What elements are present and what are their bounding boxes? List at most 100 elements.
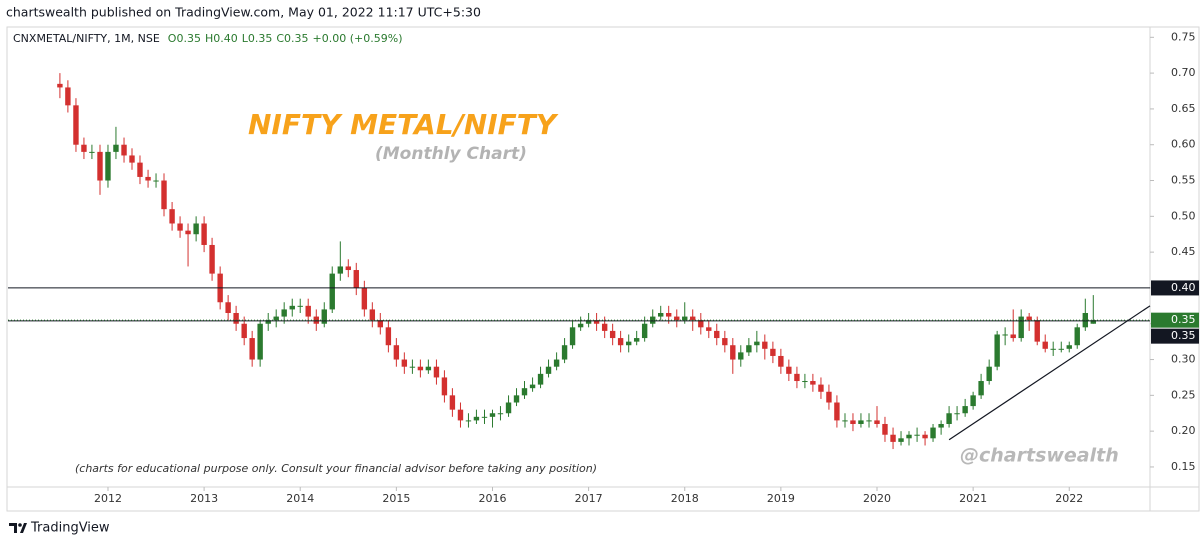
candle-body: [337, 266, 344, 274]
candle-body: [802, 381, 808, 383]
candle-body: [161, 180, 167, 210]
candle-body: [882, 423, 888, 435]
candle-body: [361, 287, 368, 310]
candle-body: [425, 366, 432, 371]
candle-body: [449, 395, 456, 410]
candle-body: [818, 384, 824, 392]
price-label: 0.35: [1171, 329, 1196, 342]
legend-close: C0.35: [276, 32, 308, 45]
candle-body: [153, 180, 159, 182]
candle-body: [73, 105, 79, 145]
x-tick-label: 2021: [959, 492, 987, 505]
candle-body: [994, 334, 1000, 367]
candle-body: [289, 305, 295, 310]
x-tick-label: 2015: [382, 492, 410, 505]
candle-body: [665, 312, 672, 317]
candle-body: [914, 434, 920, 436]
candle-body: [762, 341, 768, 349]
candle-body: [329, 273, 335, 310]
candle-body: [529, 384, 536, 389]
x-tick-label: 2013: [190, 492, 218, 505]
candle-body: [625, 341, 632, 346]
candle-body: [193, 223, 199, 235]
candle-body: [97, 151, 103, 181]
candle-body: [393, 345, 400, 360]
x-tick-label: 2016: [478, 492, 506, 505]
candle-body: [521, 388, 528, 396]
candle-body: [249, 338, 255, 360]
legend-change: +0.00 (+0.59%): [313, 32, 403, 45]
candle-body: [313, 316, 319, 324]
candle-body: [754, 341, 760, 346]
y-tick-label: 0.70: [1171, 66, 1196, 79]
candle-body: [321, 309, 327, 324]
price-label: 0.40: [1171, 281, 1196, 294]
candle-body: [577, 323, 584, 328]
candle-body: [121, 144, 127, 156]
candle-body: [962, 406, 968, 414]
candle-body: [81, 144, 87, 152]
x-tick-label: 2014: [286, 492, 314, 505]
candle-body: [1058, 348, 1064, 350]
candle-body: [433, 366, 440, 378]
candle-body: [345, 266, 351, 271]
candle-body: [561, 345, 568, 360]
candle-body: [273, 316, 279, 321]
candle-body: [850, 420, 856, 424]
candle-body: [553, 359, 560, 367]
logo-icon: [9, 523, 27, 533]
candle-body: [641, 323, 648, 339]
candle-body: [233, 312, 239, 324]
candle-body: [938, 423, 944, 428]
candle-body: [241, 323, 247, 339]
candle-body: [145, 176, 151, 181]
candles: [57, 73, 1096, 450]
y-tick-label: 0.60: [1171, 138, 1196, 151]
candle-body: [129, 155, 135, 163]
candle-body: [545, 366, 552, 374]
chart-frame: [6, 26, 1200, 512]
candle-body: [842, 420, 848, 422]
candle-body: [746, 345, 752, 353]
candle-body: [353, 270, 359, 288]
candle-body: [690, 316, 696, 321]
x-tick-label: 2020: [863, 492, 891, 505]
price-label-box: [1151, 312, 1199, 328]
candle-body: [377, 320, 384, 328]
candle-body: [778, 355, 784, 367]
x-tick-label: 2017: [575, 492, 603, 505]
legend-low: L0.35: [242, 32, 273, 45]
candle-body: [674, 316, 680, 321]
candle-body: [417, 366, 424, 371]
candle-body: [786, 366, 792, 374]
candle-body: [890, 434, 896, 442]
y-tick-label: 0.75: [1171, 30, 1196, 43]
candle-body: [986, 366, 992, 382]
y-tick-label: 0.55: [1171, 174, 1196, 187]
legend-high: H0.40: [205, 32, 238, 45]
candle-body: [650, 316, 656, 324]
trendline: [948, 305, 1151, 441]
candle-body: [770, 348, 776, 356]
candle-body: [505, 402, 512, 414]
candle-body: [834, 402, 840, 421]
candle-body: [569, 327, 576, 346]
candle-body: [617, 338, 624, 346]
candle-body: [682, 316, 688, 321]
candle-body: [489, 413, 496, 417]
y-tick-label: 0.15: [1171, 460, 1196, 473]
y-tick-label: 0.45: [1171, 245, 1196, 258]
disclaimer: (charts for educational purpose only. Co…: [75, 462, 597, 475]
candle-body: [281, 309, 287, 317]
candle-body: [457, 409, 464, 421]
candle-body: [537, 373, 544, 385]
candle-body: [473, 416, 480, 421]
candle-body: [826, 391, 832, 403]
candle-body: [978, 381, 984, 396]
x-tick-label: 2022: [1055, 492, 1083, 505]
candle-body: [105, 151, 111, 181]
candle-body: [601, 323, 608, 331]
candle-body: [954, 413, 960, 415]
